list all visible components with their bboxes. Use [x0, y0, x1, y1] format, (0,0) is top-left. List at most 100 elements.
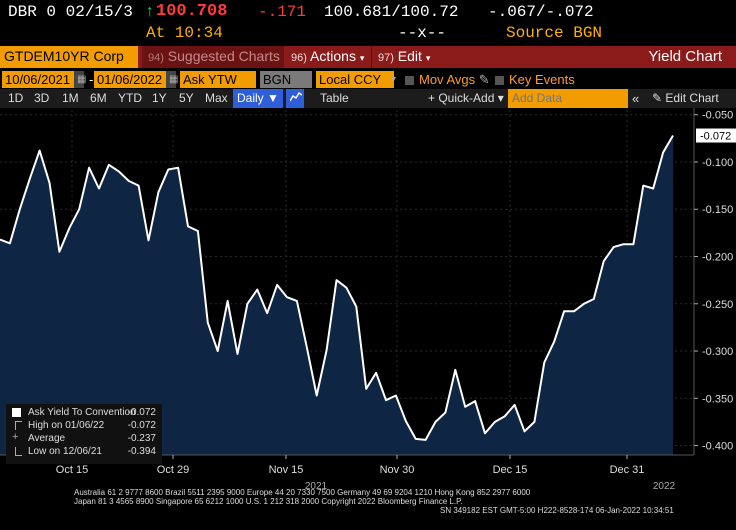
- add-data-input[interactable]: [508, 89, 628, 108]
- year-label: 2022: [653, 481, 676, 492]
- security-ticker: DBR 0 02/15/3: [8, 3, 133, 21]
- date-separator: -: [89, 72, 94, 87]
- y-tick-label: -0.200: [702, 252, 733, 264]
- y-tick-label: -0.050: [702, 110, 733, 122]
- chevron-down-icon[interactable]: ▾: [391, 74, 397, 85]
- mov-avgs-toggle[interactable]: Mov Avgs ✎: [402, 71, 493, 88]
- average-marker-icon: +: [12, 431, 19, 443]
- footer-contacts-1: Australia 61 2 9777 8600 Brazil 5511 239…: [74, 488, 531, 497]
- mov-avgs-label: Mov Avgs: [419, 72, 476, 87]
- bid-ask-change: -.067/-.072: [488, 3, 594, 21]
- actions-menu[interactable]: 96) Actions ▾: [285, 46, 368, 68]
- net-change: -.171: [258, 3, 307, 21]
- quote-time: At 10:34: [146, 24, 223, 42]
- pencil-icon[interactable]: ✎: [478, 72, 490, 87]
- last-value-label: -0.072: [700, 131, 731, 143]
- currency-selector[interactable]: Local CCY: [316, 71, 394, 88]
- series-swatch-icon: [12, 408, 21, 417]
- y-tick-label: -0.400: [702, 441, 733, 453]
- start-date-input[interactable]: 10/06/2021: [2, 71, 74, 88]
- y-tick-label: -0.350: [702, 393, 733, 405]
- x-tick-label: Oct 15: [56, 464, 88, 476]
- edit-number: 97): [378, 52, 394, 64]
- year-label: 2021: [305, 481, 328, 492]
- footer: Australia 61 2 9777 8600 Brazil 5511 239…: [0, 488, 736, 530]
- legend-value: -0.237: [127, 433, 156, 444]
- series-area: [0, 135, 673, 455]
- edit-chart-button[interactable]: ✎ Edit Chart: [652, 91, 719, 105]
- key-events-label: Key Events: [509, 72, 575, 87]
- legend-value: -0.072: [127, 407, 156, 418]
- y-tick-label: -0.150: [702, 204, 733, 216]
- field-selector[interactable]: Ask YTW: [180, 71, 256, 88]
- range-toolbar: 1D 3D 1M 6M YTD 1Y 5Y Max Daily ▼ Table …: [0, 89, 736, 108]
- collapse-icon[interactable]: «: [632, 91, 640, 106]
- security-field[interactable]: GTDEM10YR Corp: [0, 46, 138, 68]
- x-tick-label: Nov 15: [269, 464, 304, 476]
- legend-value: -0.072: [127, 420, 156, 431]
- footer-session: SN 349182 EST GMT-5:00 H222-8528-174 06-…: [440, 506, 674, 515]
- checkbox-icon: [405, 76, 414, 85]
- chart-legend[interactable]: Ask Yield To Convention -0.072 High on 0…: [6, 404, 162, 464]
- up-arrow-icon: ↑: [145, 3, 155, 21]
- range-ytd-button[interactable]: YTD: [118, 91, 142, 105]
- suggested-label: Suggested Charts: [167, 48, 280, 64]
- legend-row-low: Low on 12/06/21 -0.394: [10, 445, 158, 458]
- range-3d-button[interactable]: 3D: [34, 91, 50, 105]
- x-tick-label: Dec 31: [610, 464, 645, 476]
- range-1y-button[interactable]: 1Y: [152, 91, 167, 105]
- yield-chart[interactable]: -0.050 -0.100 -0.150 -0.200 -0.250 -0.300 -0.3…: [0, 108, 736, 530]
- actions-number: 96): [291, 52, 307, 64]
- high-marker-icon: [15, 421, 22, 430]
- y-tick-label: -0.300: [702, 346, 733, 358]
- command-bar: GTDEM10YR Corp 94) Suggested Charts 96) …: [0, 46, 736, 68]
- quote-size: --x--: [398, 24, 447, 42]
- series-line: [0, 134, 674, 441]
- edit-label: Edit: [397, 48, 422, 64]
- calendar-icon[interactable]: ▦: [166, 71, 178, 88]
- last-value-box: [696, 128, 736, 143]
- legend-row-average: + Average -0.237: [10, 431, 158, 445]
- calendar-icon[interactable]: ▦: [74, 71, 86, 88]
- table-button[interactable]: Table: [320, 91, 349, 105]
- chart-line-icon[interactable]: [286, 89, 304, 108]
- legend-label: Low on 12/06/21: [28, 446, 102, 457]
- suggested-charts-button[interactable]: 94) Suggested Charts: [142, 46, 284, 68]
- legend-label: Average: [28, 433, 66, 444]
- x-tick-label: Oct 29: [157, 464, 189, 476]
- edit-menu[interactable]: 97) Edit ▾: [371, 46, 437, 68]
- caret-down-icon: ▾: [359, 53, 365, 63]
- caret-down-icon: ▾: [425, 53, 431, 63]
- bid-ask: 100.681/100.72: [324, 3, 459, 21]
- parameter-bar: 10/06/2021 ▦ - 01/06/2022 ▦ Ask YTW BGN …: [0, 70, 736, 89]
- chart-canvas[interactable]: -0.050 -0.100 -0.150 -0.200 -0.250 -0.300 -0.3…: [0, 108, 736, 530]
- legend-label: High on 01/06/22: [28, 420, 105, 431]
- y-tick-label: -0.250: [702, 299, 733, 311]
- range-max-button[interactable]: Max: [205, 91, 228, 105]
- quote-line: DBR 0 02/15/3 ↑ 100.708 -.171 100.681/10…: [0, 0, 736, 44]
- x-tick-label: Nov 30: [380, 464, 415, 476]
- checkbox-icon: [495, 76, 504, 85]
- actions-label: Actions: [310, 48, 356, 64]
- range-1m-button[interactable]: 1M: [62, 91, 79, 105]
- legend-row-high: High on 01/06/22 -0.072: [10, 419, 158, 432]
- legend-value: -0.394: [127, 446, 156, 457]
- range-5y-button[interactable]: 5Y: [179, 91, 194, 105]
- y-tick-label: -0.100: [702, 157, 733, 169]
- quick-add-menu[interactable]: + Quick-Add ▾: [428, 91, 504, 105]
- periodicity-dropdown[interactable]: Daily ▼: [233, 89, 283, 108]
- range-6m-button[interactable]: 6M: [90, 91, 107, 105]
- low-marker-icon: [15, 447, 22, 456]
- legend-row-current: Ask Yield To Convention -0.072: [10, 406, 158, 419]
- legend-label: Ask Yield To Convention: [28, 407, 136, 418]
- chart-line-icon-glyph: [289, 92, 303, 102]
- suggested-number: 94): [148, 52, 164, 64]
- footer-contacts-2: Japan 81 3 4565 8900 Singapore 65 6212 1…: [74, 497, 463, 506]
- function-title: Yield Chart: [648, 48, 722, 65]
- end-date-input[interactable]: 01/06/2022: [94, 71, 166, 88]
- key-events-toggle[interactable]: Key Events: [492, 71, 578, 88]
- pricing-source-field[interactable]: BGN: [260, 71, 312, 88]
- x-tick-label: Dec 15: [493, 464, 528, 476]
- quote-source: Source BGN: [506, 24, 603, 42]
- range-1d-button[interactable]: 1D: [8, 91, 24, 105]
